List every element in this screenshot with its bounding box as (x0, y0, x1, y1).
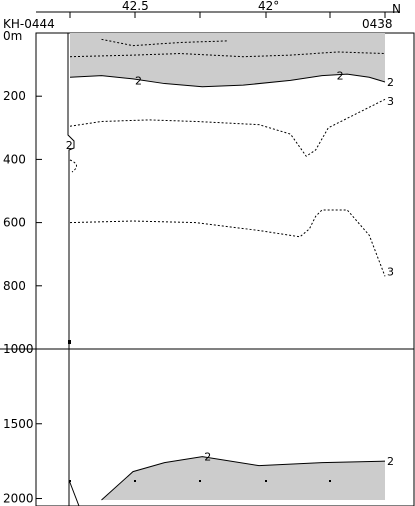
upper-contour-inner-2 (101, 38, 228, 47)
upper-contour-2 (69, 209, 386, 277)
shaded-regions (70, 33, 385, 501)
bottom-sample-dot-0 (69, 480, 71, 482)
header-right-letter: N (392, 2, 401, 16)
bottom-sample-dot-3 (265, 480, 267, 482)
y-tick-label-upper-2: 600 (3, 216, 26, 230)
upper-contour-1 (69, 98, 386, 157)
left-station-label: KH-0444 (3, 17, 55, 31)
contour-label-upper-0: 2 (135, 74, 142, 87)
upper-shaded-region (70, 33, 385, 87)
upper-contour-0 (69, 73, 386, 88)
y-tick-label-upper-1: 400 (3, 152, 26, 166)
y-axis-ticks: 200 400 600 800 1000 1500 2000 (3, 89, 42, 506)
contour-lines (69, 38, 386, 501)
contour-label-lower-1: 2 (387, 455, 394, 468)
header-tick-42-5: 42.5 (122, 0, 149, 13)
header-tick-42: 42° (258, 0, 279, 13)
contour-label-upper-5: 2 (66, 139, 73, 152)
right-station-label: 0438 (362, 17, 393, 31)
y-tick-label-split: 1000 (3, 342, 34, 356)
station-marker (68, 340, 71, 344)
left-edge-loop (69, 159, 77, 173)
contour-label-upper-1: 2 (337, 70, 344, 83)
top-axis-ticks (69, 12, 386, 18)
upper-contour-inner (69, 51, 386, 58)
contour-label-lower-0: 2 (204, 451, 211, 464)
plot-frame (35, 32, 415, 506)
y-tick-label-upper-3: 800 (3, 279, 26, 293)
contour-label-upper-2: 2 (387, 76, 394, 89)
bottom-profile (67, 33, 331, 506)
lower-shaded-region (101, 456, 385, 501)
bottom-sample-dot-4 (329, 480, 331, 482)
y-axis-unit-label: 0m (3, 29, 22, 43)
lower-contour (101, 456, 386, 501)
station-line-left (67, 33, 75, 506)
y-tick-label-upper-0: 200 (3, 89, 26, 103)
contour-label-upper-3: 3 (387, 95, 394, 108)
bottom-sample-dot-2 (199, 480, 201, 482)
y-tick-label-lower-0: 1500 (3, 417, 34, 431)
station-line-tail (68, 479, 80, 506)
contour-label-upper-4: 3 (387, 266, 394, 279)
bottom-sample-dot-1 (134, 480, 136, 482)
y-tick-label-lower-1: 2000 (3, 492, 34, 506)
contour-labels: 2 2 2 3 3 2 2 2 (66, 70, 394, 468)
